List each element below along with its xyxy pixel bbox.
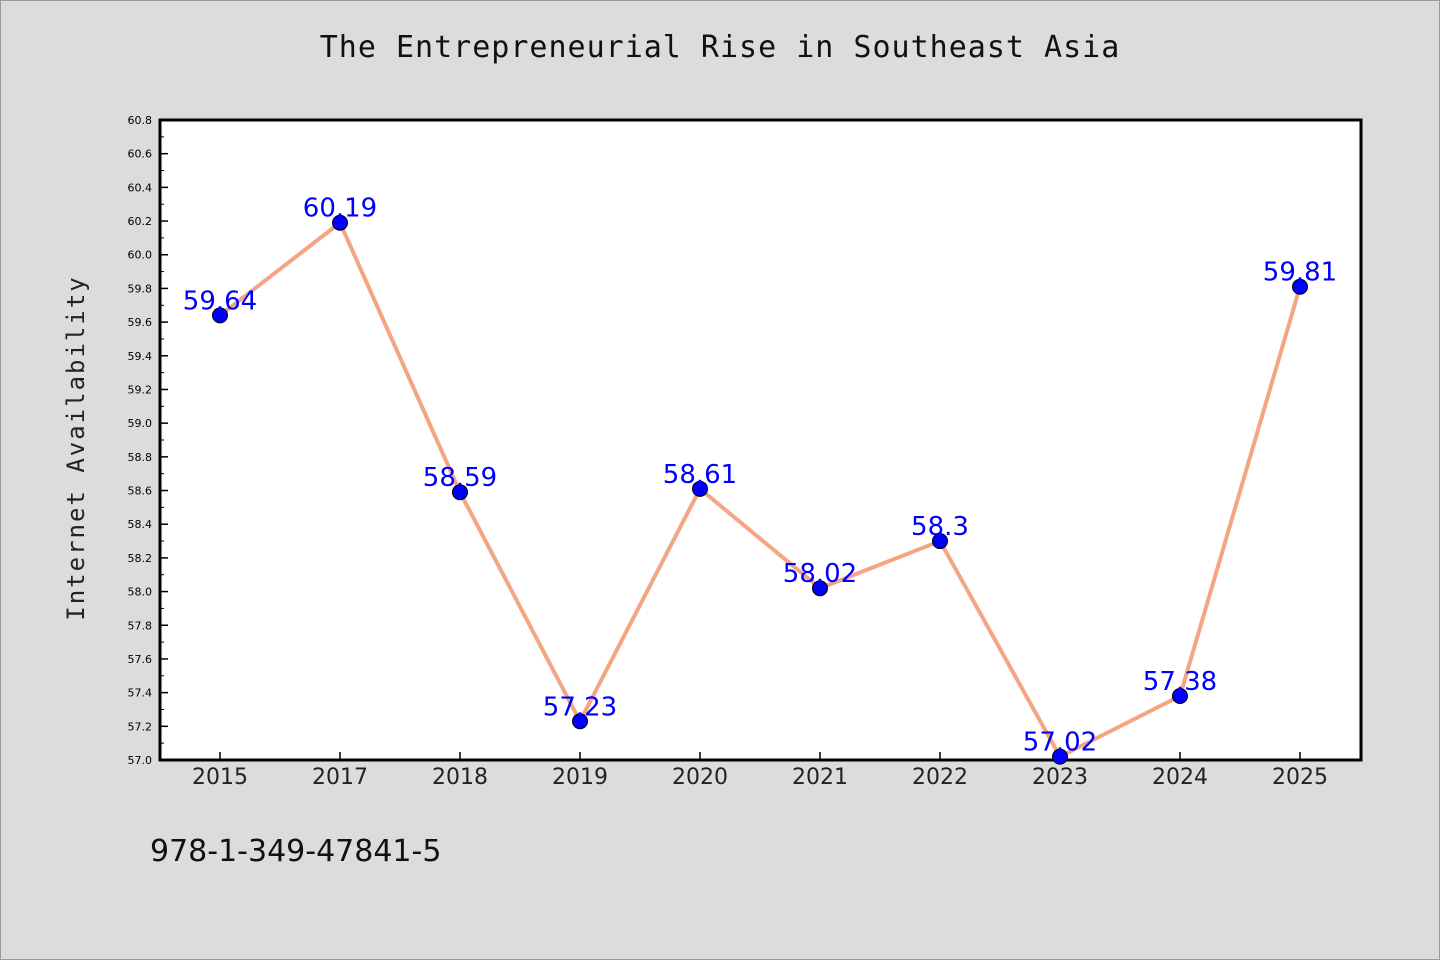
x-tick-label: 2018	[432, 765, 488, 790]
plot-area	[158, 118, 1363, 762]
y-tick-label: 60.0	[128, 249, 153, 262]
y-tick-label: 59.6	[128, 316, 153, 329]
x-tick-label: 2021	[792, 765, 848, 790]
x-tick-label: 2019	[552, 765, 608, 790]
y-tick-label: 59.0	[128, 417, 153, 430]
data-point	[932, 533, 948, 550]
y-tick-label: 58.0	[128, 586, 153, 599]
y-axis: 57.0 57.2 57.4 57.6 57.8 58.0 58.2 58.4 58.6 58.8…	[128, 114, 168, 767]
x-tick-label: 2023	[1032, 765, 1088, 790]
data-label: 58.3	[911, 512, 969, 542]
y-tick-label: 58.4	[128, 518, 153, 531]
x-tick-label: 2022	[912, 765, 968, 790]
data-label: 58.61	[663, 460, 737, 490]
y-tick-label: 57.6	[128, 653, 153, 666]
x-tick-label: 2024	[1152, 765, 1208, 790]
data-point	[812, 580, 828, 597]
isbn-text: 978-1-349-47841-5	[150, 834, 442, 869]
y-tick-label: 59.4	[128, 350, 153, 363]
x-tick-label: 2020	[672, 765, 728, 790]
y-tick-label: 57.0	[128, 754, 153, 767]
data-label: 58.59	[423, 463, 497, 493]
series-layer: 59.64 60.19 58.59 57.23 58.61 58.02 58.3 57.02 5…	[183, 194, 1337, 765]
y-tick-label: 60.6	[128, 148, 153, 161]
y-tick-label: 60.2	[128, 215, 153, 228]
data-point	[1172, 688, 1188, 704]
y-tick-label: 59.8	[128, 282, 153, 295]
data-label: 59.81	[1263, 258, 1337, 288]
chart-title: The Entrepreneurial Rise in Southeast As…	[319, 30, 1121, 65]
y-tick-label: 57.2	[128, 720, 153, 733]
y-tick-label: 58.2	[128, 552, 153, 565]
data-point	[332, 214, 348, 231]
y-tick-label: 58.6	[128, 485, 153, 498]
data-point	[1052, 748, 1068, 765]
y-tick-label: 57.4	[128, 687, 153, 700]
x-tick-label: 2017	[312, 765, 368, 790]
x-axis: 2015 2017 2018 2019 2020 2021 2022 2023 2024 2025	[192, 752, 1328, 790]
data-point	[212, 307, 228, 324]
data-label: 59.64	[183, 286, 257, 316]
data-label: 58.02	[783, 559, 857, 589]
data-label: 60.19	[303, 194, 377, 224]
data-label: 57.38	[1143, 667, 1217, 697]
y-tick-label: 58.8	[128, 451, 153, 464]
data-point	[692, 480, 708, 497]
data-label: 57.02	[1023, 728, 1097, 758]
y-tick-label: 60.4	[128, 181, 153, 194]
y-tick-label: 57.8	[128, 619, 153, 632]
data-point	[452, 484, 468, 501]
series-line	[218, 220, 1302, 759]
y-tick-label: 60.8	[128, 114, 153, 127]
x-tick-label: 2025	[1272, 765, 1328, 790]
data-label: 57.23	[543, 692, 617, 722]
x-tick-label: 2015	[192, 765, 248, 790]
data-point	[572, 713, 588, 730]
data-point	[1292, 278, 1308, 295]
y-tick-label: 59.2	[128, 383, 153, 396]
